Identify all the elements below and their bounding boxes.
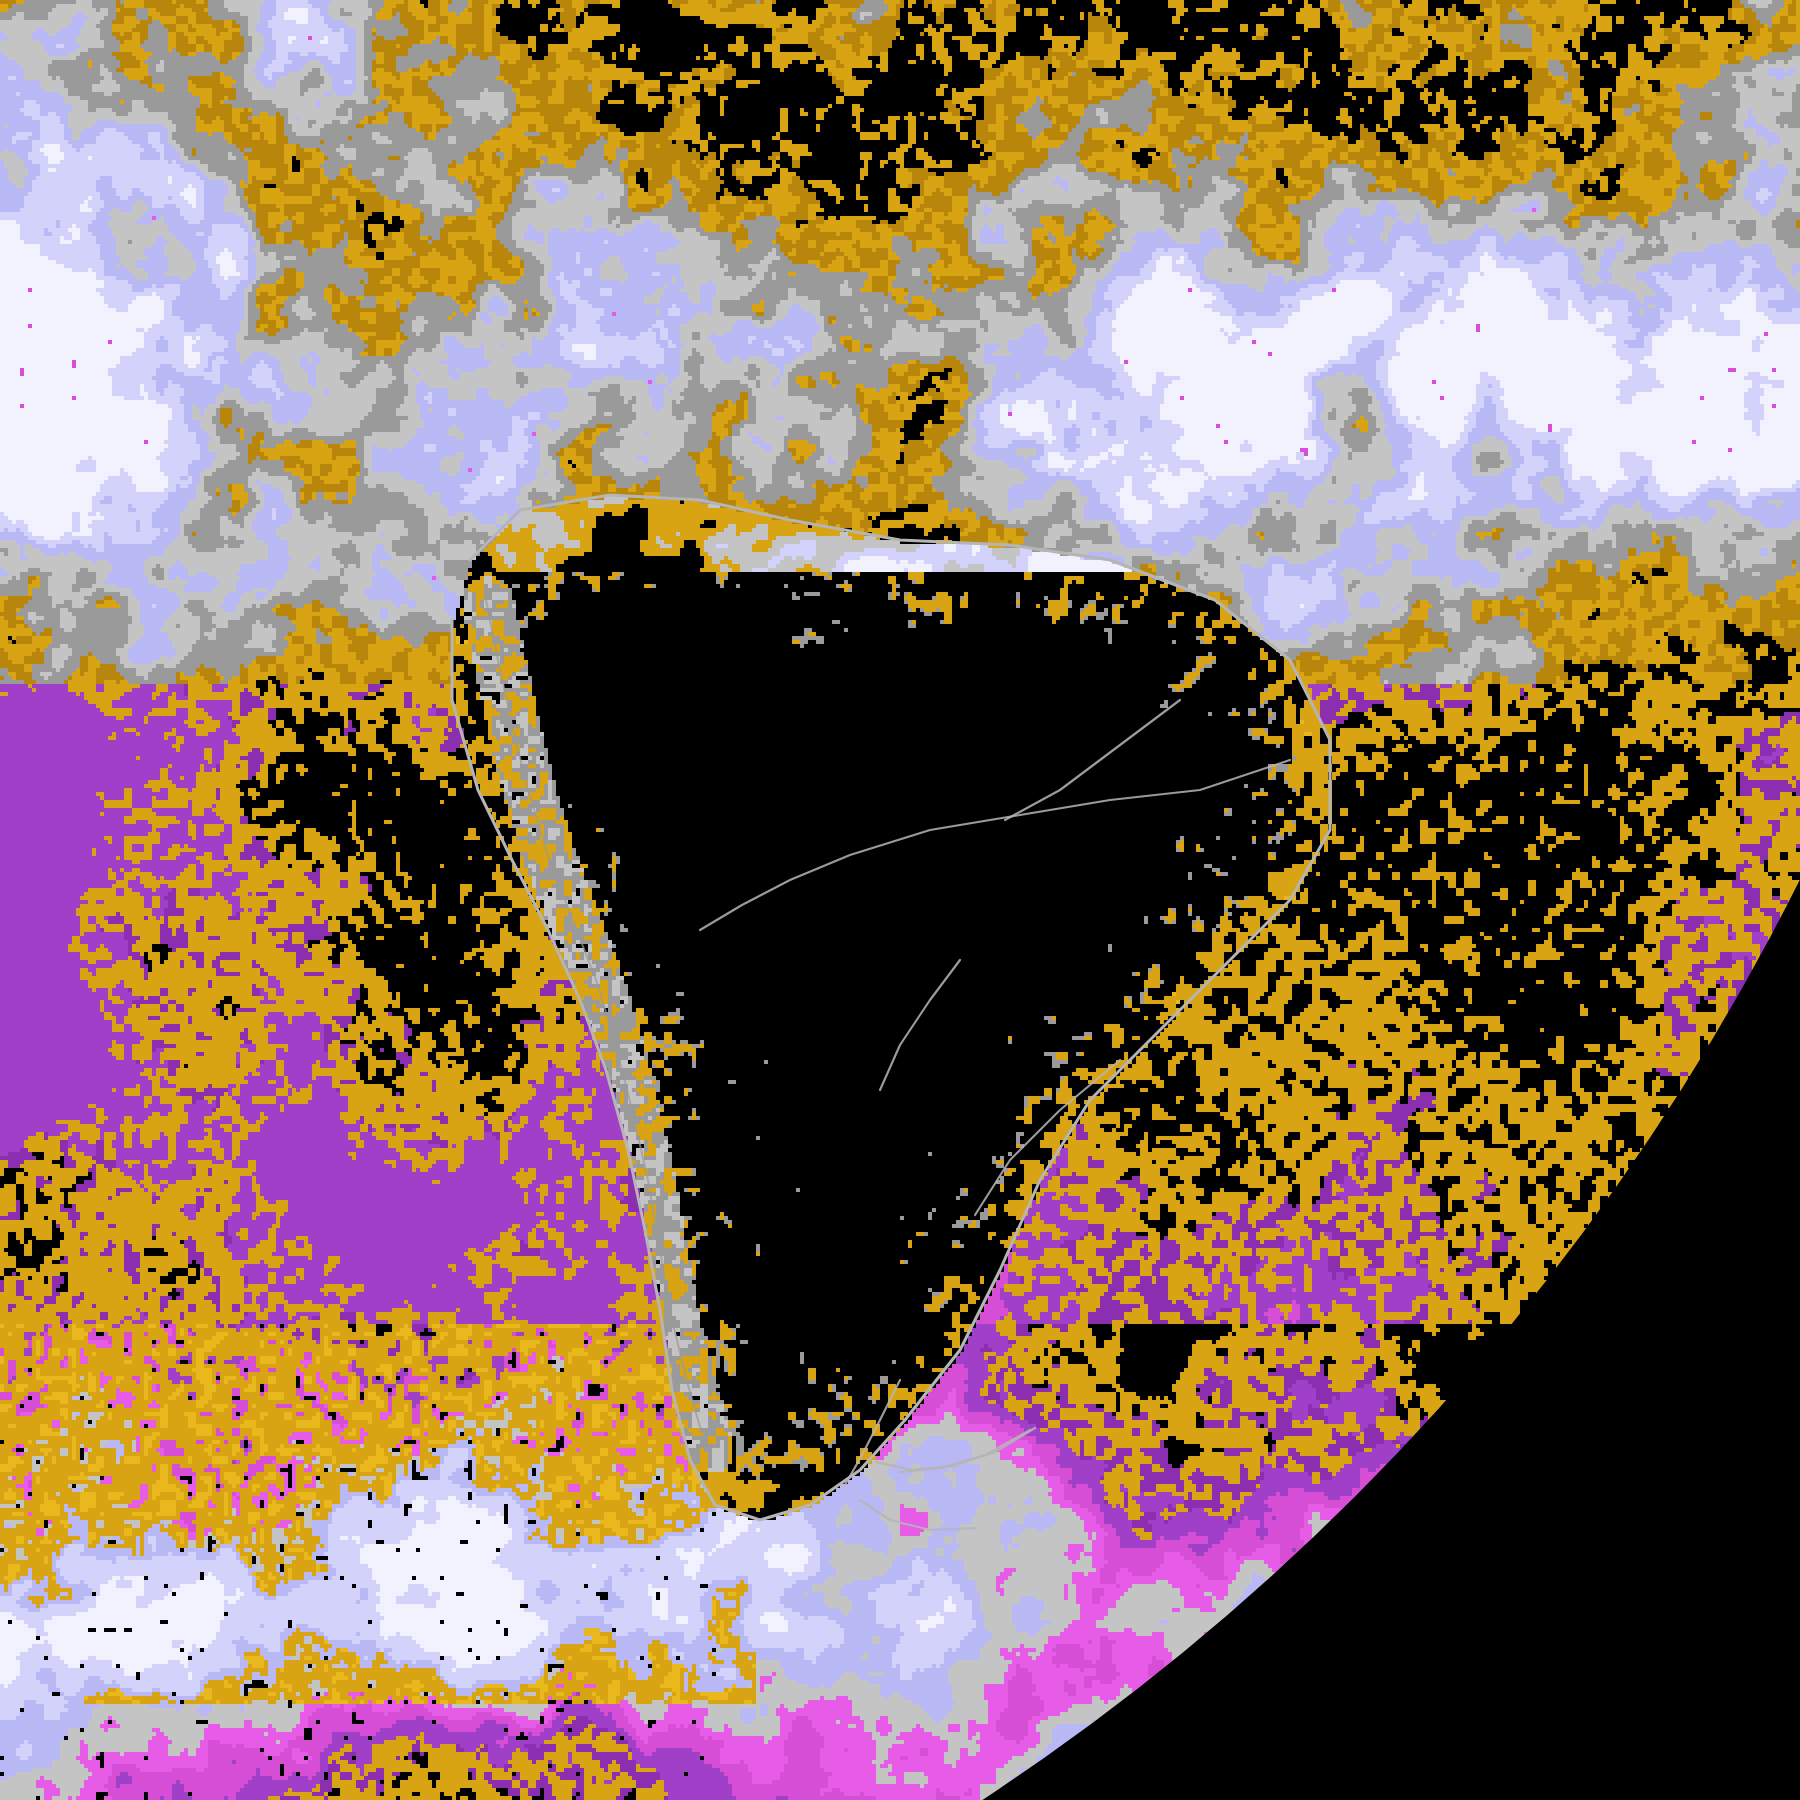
satellite-image-viewport: South America full-disc sector	[0, 0, 1800, 1800]
satellite-false-color-image	[0, 0, 1800, 1800]
